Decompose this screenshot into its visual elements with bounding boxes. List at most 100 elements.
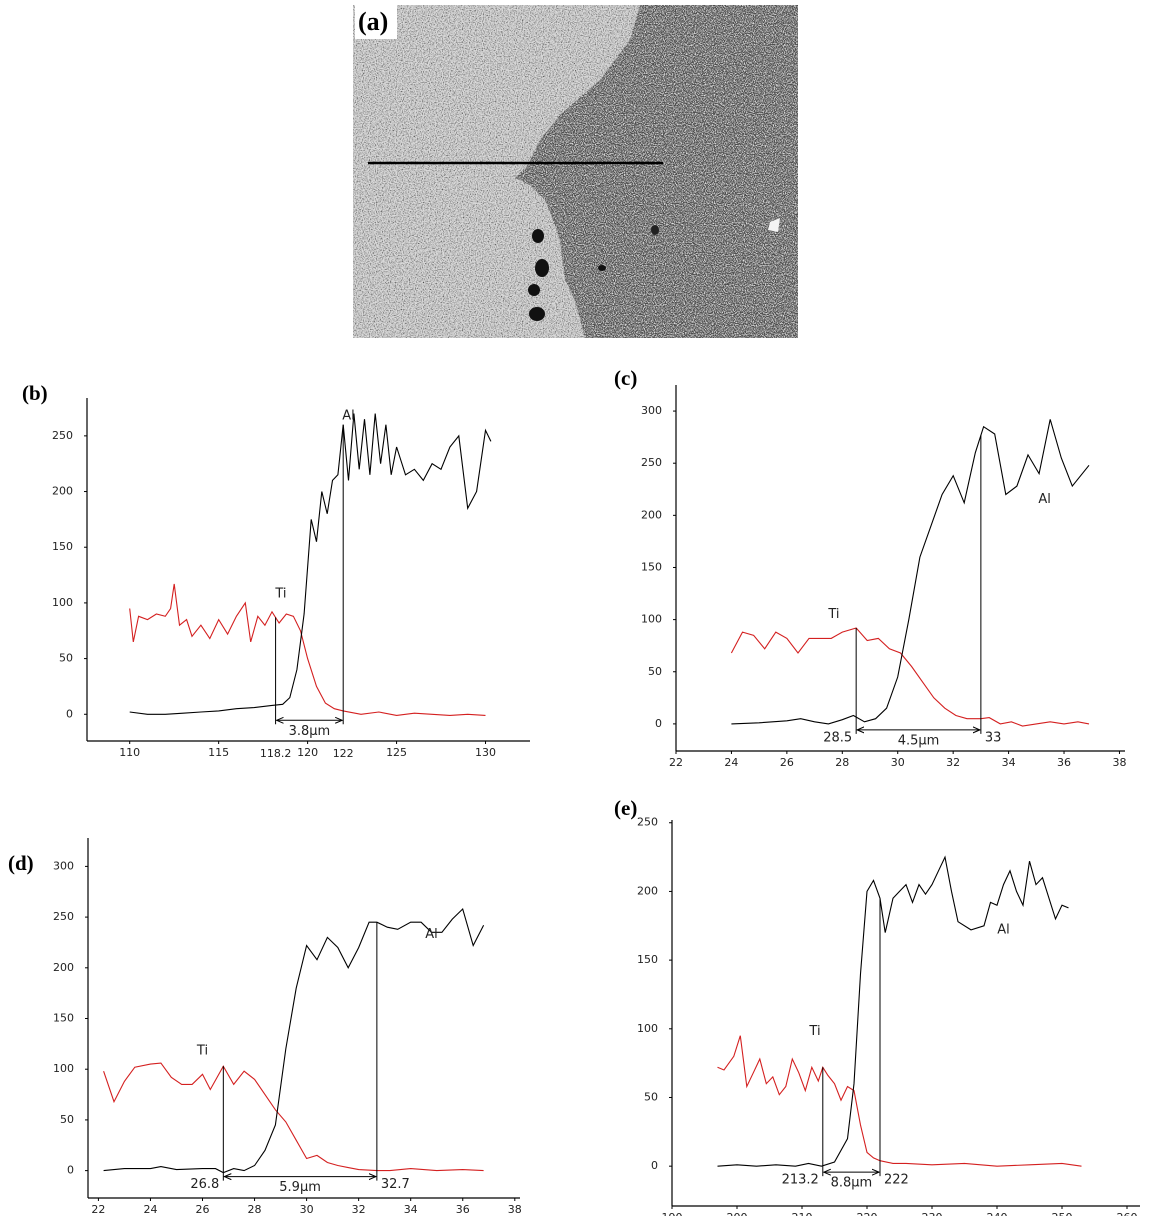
series-line	[717, 855, 1069, 1167]
y-tick-label: 0	[67, 1164, 74, 1177]
x-tick-label: 130	[475, 746, 496, 759]
line-chart: (e) 0 50 100 150 200 250 190 200 210 220 230 240 250 2…	[614, 796, 1140, 1216]
x-tick-label: 28	[248, 1203, 262, 1216]
x-tick-label: 210	[792, 1211, 813, 1216]
y-tick-label: 50	[60, 1113, 74, 1126]
x-tick-label: 190	[662, 1211, 683, 1216]
x-tick-label: 22	[669, 756, 683, 769]
series-line	[717, 1035, 1082, 1167]
y-tick-label: 50	[644, 1090, 658, 1103]
x-tick-label: 26	[196, 1203, 210, 1216]
x-tick-label: 34	[1002, 756, 1016, 769]
marker-label: 118.2	[260, 747, 292, 760]
x-tick-label: 32	[946, 756, 960, 769]
y-tick-label: 300	[53, 859, 74, 872]
series-line	[103, 1062, 484, 1172]
y-tick-label: 250	[637, 816, 658, 829]
series-name: Ti	[827, 607, 839, 622]
panel-label: (b)	[22, 381, 48, 405]
x-tick-label: 22	[91, 1203, 105, 1216]
label-box	[355, 5, 397, 39]
series-line	[730, 627, 1090, 727]
y-tick-label: 200	[641, 508, 662, 521]
y-tick-label: 200	[52, 485, 73, 498]
marker-label: 32.7	[381, 1177, 410, 1192]
x-tick-label: 36	[456, 1203, 470, 1216]
x-tick-label: 200	[727, 1211, 748, 1216]
series-name: Al	[997, 922, 1010, 937]
interval-label: 4.5μm	[898, 733, 940, 748]
x-tick-label: 24	[143, 1203, 157, 1216]
series-name: Al	[342, 408, 355, 423]
pore	[528, 284, 540, 296]
series-name: Ti	[196, 1043, 208, 1058]
x-tick-label: 36	[1057, 756, 1071, 769]
marker-label: 33	[985, 730, 1002, 745]
y-tick-label: 0	[66, 707, 73, 720]
interval-label: 5.9μm	[279, 1180, 321, 1195]
x-tick-label: 260	[1117, 1211, 1138, 1216]
x-tick-label: 24	[724, 756, 738, 769]
y-tick-label: 150	[637, 953, 658, 966]
series-name: Ti	[274, 587, 286, 602]
x-tick-label: 26	[780, 756, 794, 769]
series-line	[129, 583, 486, 716]
y-tick-label: 100	[53, 1062, 74, 1075]
y-tick-label: 0	[651, 1159, 658, 1172]
y-tick-label: 250	[641, 456, 662, 469]
x-tick-label: 125	[386, 746, 407, 759]
y-tick-label: 100	[52, 596, 73, 609]
series-name: Al	[425, 927, 438, 942]
panel-label: (d)	[8, 851, 34, 875]
x-tick-label: 250	[1052, 1211, 1073, 1216]
pore	[535, 259, 549, 277]
panel-label: (a)	[358, 7, 388, 36]
x-tick-label: 32	[352, 1203, 366, 1216]
marker-label: 122	[333, 747, 354, 760]
panel-label: (c)	[614, 366, 637, 390]
pore	[598, 265, 606, 271]
y-tick-label: 100	[637, 1022, 658, 1035]
line-chart: (c) 0 50 100 150 200 250 300 22 24 26 28 30 32 34 36 38 T…	[614, 366, 1126, 769]
x-tick-label: 28	[835, 756, 849, 769]
x-tick-label: 38	[1112, 756, 1126, 769]
marker-label: 26.8	[190, 1177, 219, 1192]
interval-label: 3.8μm	[289, 724, 331, 739]
y-tick-label: 150	[641, 560, 662, 573]
y-tick-label: 50	[648, 665, 662, 678]
y-tick-label: 300	[641, 404, 662, 417]
y-tick-label: 150	[52, 540, 73, 553]
series-name: Ti	[808, 1024, 820, 1039]
dark-phase	[515, 5, 798, 338]
y-tick-label: 150	[53, 1012, 74, 1025]
y-tick-label: 250	[52, 429, 73, 442]
panel-label: (e)	[614, 796, 637, 820]
marker-label: 28.5	[823, 730, 852, 745]
y-tick-label: 250	[53, 910, 74, 923]
y-tick-label: 0	[655, 717, 662, 730]
y-tick-label: 100	[641, 613, 662, 626]
interval-label: 8.8μm	[831, 1176, 873, 1191]
line-chart: (b) 0 50 100 150 200 250 110 115 120 125 130 Ti Al 118…	[22, 381, 530, 760]
series-name: Al	[1038, 492, 1051, 507]
pore	[532, 229, 544, 243]
series-line	[129, 413, 492, 715]
particle	[768, 218, 780, 232]
y-tick-label: 50	[59, 652, 73, 665]
x-tick-label: 230	[922, 1211, 943, 1216]
x-tick-label: 120	[297, 746, 318, 759]
pore	[651, 225, 659, 235]
x-tick-label: 240	[987, 1211, 1008, 1216]
x-tick-label: 34	[404, 1203, 418, 1216]
x-tick-label: 30	[300, 1203, 314, 1216]
y-tick-label: 200	[53, 961, 74, 974]
line-chart: (d) 0 50 100 150 200 250 300 22 24 26 28 30 32 34 36 38 T…	[8, 838, 522, 1216]
x-tick-label: 220	[857, 1211, 878, 1216]
y-tick-label: 200	[637, 884, 658, 897]
marker-label: 222	[884, 1173, 909, 1188]
x-tick-label: 115	[208, 746, 229, 759]
micrograph: (a)	[353, 5, 798, 338]
x-tick-label: 38	[508, 1203, 522, 1216]
series-line	[731, 419, 1090, 725]
